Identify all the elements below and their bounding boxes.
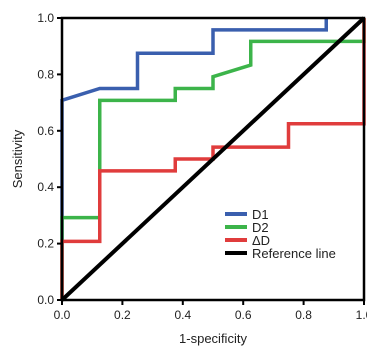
legend-label: D1 <box>252 207 269 222</box>
legend-label: Reference line <box>252 246 336 261</box>
series-line-reference-line <box>60 16 366 302</box>
series-line-d <box>60 18 366 300</box>
y-tick-label: 0.0 <box>37 293 54 307</box>
x-tick-label: 0.6 <box>235 308 252 322</box>
series-line-d1 <box>60 18 328 300</box>
plot-frame <box>60 16 366 302</box>
x-tick-label: 0.2 <box>114 308 131 322</box>
x-tick-label: 0.4 <box>174 308 191 322</box>
y-tick-label: 0.8 <box>37 67 54 81</box>
y-axis-title: Sensitivity <box>10 129 25 188</box>
legend-label: D2 <box>252 220 269 235</box>
series-line-d2 <box>60 18 366 300</box>
x-tick-label: 0.0 <box>54 308 71 322</box>
axes: 0.0 0.2 0.4 0.6 0.8 1.0 0.0 0.2 0.4 0.6 0.8 1.0 <box>37 11 367 322</box>
x-tick-label: 0.8 <box>295 308 312 322</box>
legend-label: ΔD <box>252 233 270 248</box>
plot-area <box>60 16 366 302</box>
y-tick-label: 1.0 <box>37 11 54 25</box>
y-tick-label: 0.4 <box>37 180 54 194</box>
x-tick-label: 1.0 <box>356 308 367 322</box>
x-axis-title: 1-specificity <box>179 331 247 346</box>
y-tick-label: 0.6 <box>37 124 54 138</box>
y-tick-label: 0.2 <box>37 237 54 251</box>
